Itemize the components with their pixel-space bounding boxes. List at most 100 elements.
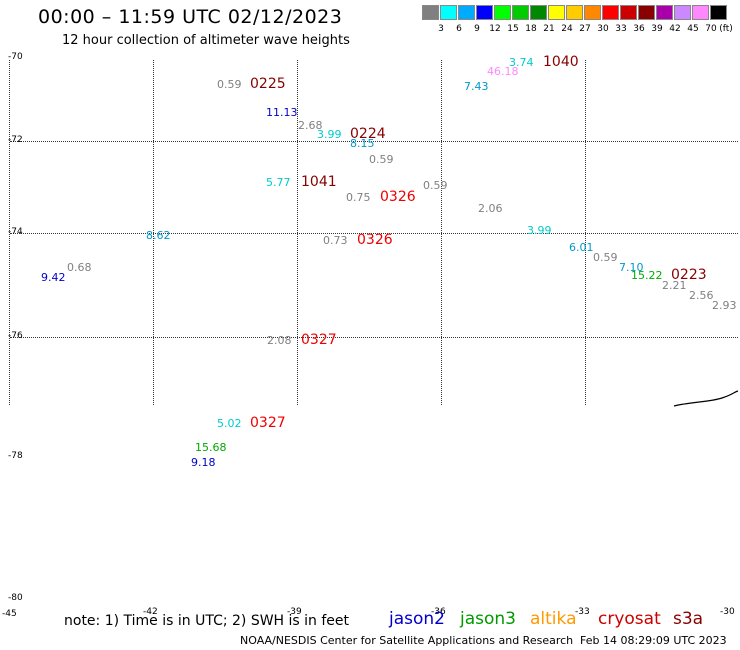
lat-label: -76 — [8, 331, 23, 341]
legend-swatch — [566, 5, 583, 20]
wave-height-reading: 0.59 — [423, 179, 448, 192]
grid-line-lon-33 — [585, 60, 586, 405]
pass-time-label: 0326 — [380, 189, 416, 205]
wave-height-reading: 15.68 — [195, 441, 227, 454]
legend-swatch — [548, 5, 565, 20]
legend-bin-label: 42 — [669, 24, 681, 34]
wave-height-reading: 11.13 — [266, 106, 298, 119]
wave-height-reading: 0.59 — [593, 251, 618, 264]
wave-height-reading: 3.99 — [317, 128, 342, 141]
legend-bin-label: 33 — [615, 24, 627, 34]
pass-time-label: 1041 — [301, 174, 337, 190]
grid-line-lon-45 — [9, 60, 10, 405]
footer-note: note: 1) Time is in UTC; 2) SWH is in fe… — [64, 613, 350, 629]
lon-label: -42 — [143, 607, 158, 617]
legend-bin-label: 15 — [507, 24, 519, 34]
lat-label: -80 — [8, 593, 23, 603]
wave-height-reading: 2.93 — [712, 299, 737, 312]
pass-time-label: 0225 — [250, 76, 286, 92]
wave-height-reading: 2.08 — [267, 334, 292, 347]
legend-swatch — [512, 5, 529, 20]
legend-swatch — [674, 5, 691, 20]
wave-height-reading: 3.99 — [527, 224, 552, 237]
pass-time-label: 0327 — [250, 415, 286, 431]
wave-height-reading: 0.68 — [67, 261, 92, 274]
legend-swatch — [620, 5, 637, 20]
grid-line-lon-39 — [297, 60, 298, 405]
legend-swatch — [440, 5, 457, 20]
grid-line-lon-36 — [441, 60, 442, 405]
legend-swatch — [602, 5, 619, 20]
lat-label: -74 — [8, 227, 23, 237]
lon-label: -36 — [431, 607, 446, 617]
wave-height-reading: 0.75 — [346, 191, 371, 204]
lat-label: -70 — [8, 52, 23, 62]
legend-bin-label: 45 — [687, 24, 699, 34]
wave-height-reading: 9.18 — [191, 456, 216, 469]
wave-height-reading: 46.18 — [487, 65, 519, 78]
legend-swatch — [476, 5, 493, 20]
satellite-s3a: s3a — [673, 609, 704, 629]
pass-time-label: 0224 — [350, 126, 386, 142]
legend-bin-label: 70 — [705, 24, 717, 34]
lon-label: -30 — [720, 607, 735, 617]
lat-label: -72 — [8, 135, 23, 145]
wave-height-reading: 15.22 — [631, 269, 663, 282]
legend-bin-label: 3 — [438, 24, 444, 34]
legend-bin-label: 12 — [489, 24, 501, 34]
legend-bin-label: 6 — [456, 24, 462, 34]
pass-time-label: 0223 — [671, 267, 707, 283]
legend-bin-label: 27 — [579, 24, 591, 34]
pass-time-label: 0326 — [357, 232, 393, 248]
wave-height-reading: 7.43 — [464, 80, 489, 93]
credit-line: NOAA/NESDIS Center for Satellite Applica… — [240, 634, 574, 647]
legend-bin-label: 30 — [597, 24, 609, 34]
coastline — [673, 390, 739, 407]
wave-height-reading: 6.01 — [569, 241, 594, 254]
legend-swatch — [656, 5, 673, 20]
satellite-cryosat: cryosat — [598, 609, 661, 629]
wave-height-reading: 0.73 — [323, 234, 348, 247]
legend-swatch — [710, 5, 727, 20]
legend-unit: (ft) — [719, 24, 733, 34]
satellite-altika: altika — [530, 609, 577, 629]
wave-height-reading: 5.02 — [217, 417, 242, 430]
generated-timestamp: Feb 14 08:29:09 UTC 2023 — [580, 634, 727, 647]
wave-height-reading: 3.74 — [509, 56, 534, 69]
legend-bin-label: 36 — [633, 24, 645, 34]
wave-height-reading: 8.15 — [350, 137, 375, 150]
map-subtitle: 12 hour collection of altimeter wave hei… — [62, 33, 350, 48]
grid-line-lon-42 — [153, 60, 154, 405]
legend-swatch — [584, 5, 601, 20]
wave-height-reading: 5.77 — [266, 176, 291, 189]
pass-time-label: 0327 — [301, 332, 337, 348]
legend-bin-label: 39 — [651, 24, 663, 34]
legend-swatch — [638, 5, 655, 20]
legend-bin-label: 21 — [543, 24, 555, 34]
wave-height-reading: 2.68 — [298, 119, 323, 132]
legend-bin-label: 9 — [474, 24, 480, 34]
map-title: 00:00 – 11:59 UTC 02/12/2023 — [38, 6, 343, 28]
wave-height-reading: 9.42 — [41, 271, 66, 284]
legend-bin-label: 18 — [525, 24, 537, 34]
wave-height-reading: 0.59 — [369, 153, 394, 166]
legend-swatch — [458, 5, 475, 20]
wave-height-reading: 8.62 — [146, 229, 171, 242]
lon-label: -45 — [2, 609, 17, 619]
legend-swatch — [494, 5, 511, 20]
wave-height-reading: 7.10 — [619, 261, 644, 274]
pass-time-label: 1040 — [543, 54, 579, 70]
legend-swatch — [530, 5, 547, 20]
wave-height-reading: 2.06 — [478, 202, 503, 215]
wave-height-reading: 2.21 — [662, 279, 687, 292]
lon-label: -33 — [575, 607, 590, 617]
wave-height-reading: 0.59 — [217, 78, 242, 91]
legend-bin-label: 24 — [561, 24, 573, 34]
grid-line-lat-72 — [10, 141, 738, 142]
grid-line-lat-74 — [10, 233, 738, 234]
grid-line-lat-76 — [10, 337, 738, 338]
satellite-jason3: jason3 — [460, 609, 516, 629]
legend-swatch — [422, 5, 439, 20]
lat-label: -78 — [8, 451, 23, 461]
satellite-jason2: jason2 — [389, 609, 445, 629]
